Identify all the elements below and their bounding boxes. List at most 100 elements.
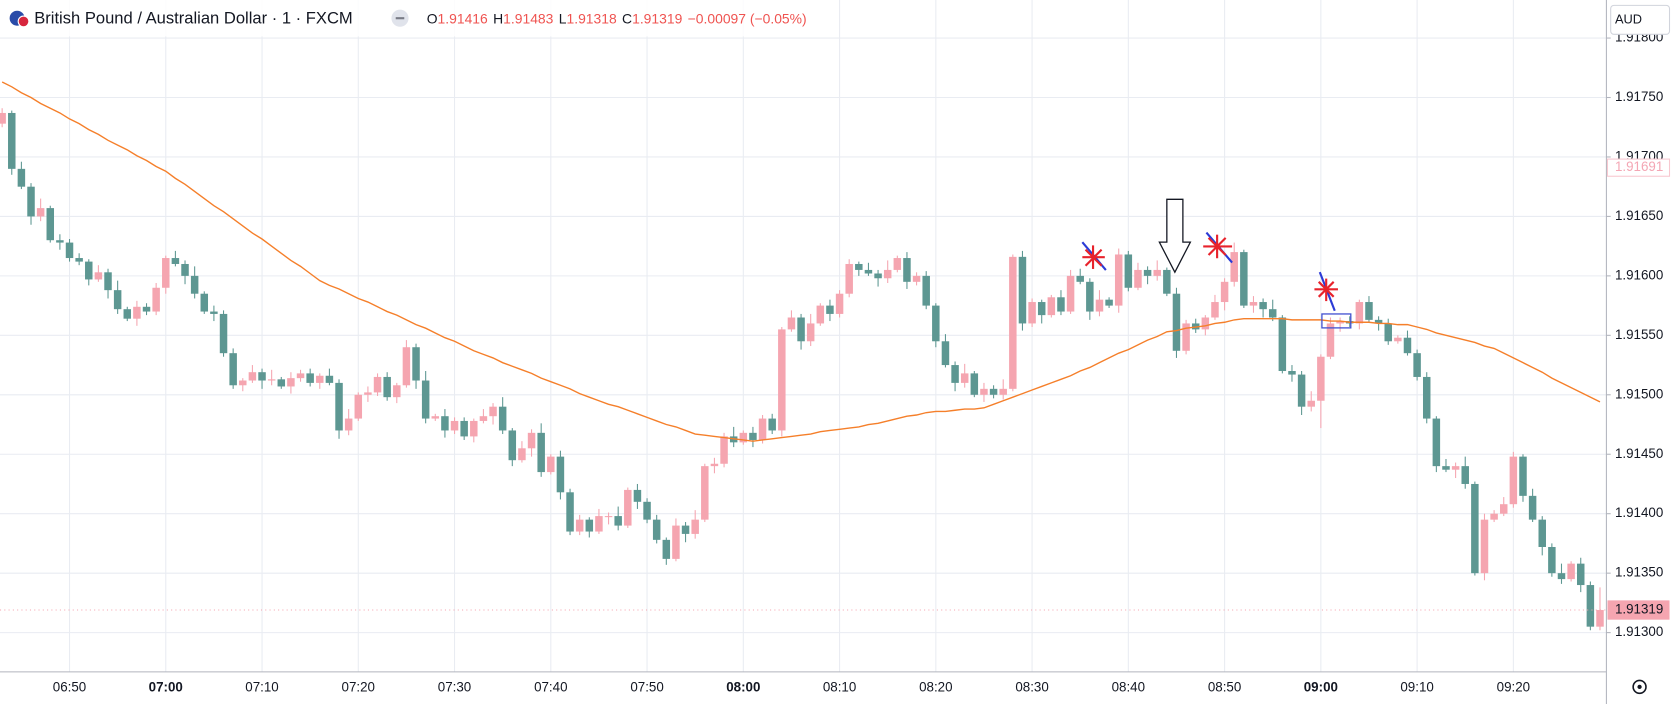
candle-body: [864, 269, 873, 274]
candle-body: [672, 525, 680, 559]
price-axis: 1.91300 1.91350 1.91400 1.91450 1.91500 1.915…: [1606, 30, 1671, 639]
candle-body: [1009, 256, 1017, 389]
candle-body: [922, 275, 930, 306]
candle-body: [1124, 254, 1133, 288]
candle-body: [248, 372, 257, 381]
candle-body: [258, 372, 266, 381]
candle-body: [325, 375, 334, 383]
candle-body: [498, 406, 507, 431]
candle-body: [720, 436, 728, 464]
candle-body: [1403, 337, 1412, 354]
candle-body: [1095, 299, 1104, 312]
candle-body: [316, 375, 324, 383]
candle-body: [1153, 269, 1161, 276]
y-tick-label: 1.91350: [1615, 565, 1663, 580]
candle-body: [1471, 483, 1479, 574]
candle-body: [1076, 275, 1084, 282]
candle-body: [1374, 319, 1383, 324]
y-tick-label: 1.91650: [1615, 208, 1663, 223]
candle-body: [123, 309, 132, 319]
candle-body: [1249, 302, 1258, 306]
price-marker-box: [1606, 158, 1671, 177]
candle-body: [287, 378, 295, 387]
gear-icon: [1637, 684, 1642, 689]
ohlc-value: 1.91319: [632, 10, 682, 26]
moving-average: [1, 81, 1601, 442]
candle-body: [460, 420, 468, 437]
candle-body: [162, 258, 170, 288]
candle-body: [1114, 254, 1123, 306]
candle-body: [1461, 466, 1469, 484]
candle-body: [893, 258, 902, 270]
candle-body: [643, 501, 651, 520]
y-tick-label: 1.91400: [1615, 505, 1663, 520]
candle-body: [816, 305, 825, 324]
candle-body: [1442, 466, 1450, 470]
x-tick-label: 06:50: [53, 679, 86, 694]
settings-button[interactable]: [1632, 679, 1647, 695]
star-marker: [1314, 278, 1338, 302]
candle-body: [710, 463, 719, 467]
candle-body: [604, 516, 613, 518]
highlight-box: [1321, 313, 1352, 329]
candle-body: [8, 112, 16, 169]
candle-body: [912, 275, 921, 282]
candle-body: [883, 269, 892, 279]
candle-body: [354, 394, 363, 419]
candle-body: [874, 273, 882, 279]
candle-body: [1336, 321, 1344, 324]
candle-body: [104, 272, 112, 291]
x-tick-label: 08:00: [726, 679, 760, 694]
x-tick-label: 08:30: [1015, 679, 1048, 694]
currency-button[interactable]: AUD: [1610, 4, 1671, 35]
candle-body: [239, 380, 247, 386]
candle-body: [537, 432, 545, 473]
plot-area: [0, 81, 1607, 631]
header: British Pound / Australian Dollar · 1 · …: [0, 0, 835, 37]
candle-body: [402, 347, 411, 386]
y-tick-label: 1.91550: [1615, 327, 1663, 342]
price-marker-label: 1.91691: [1615, 159, 1663, 174]
candle-body: [296, 373, 305, 379]
candle-body: [85, 261, 93, 280]
y-tick-label: 1.91500: [1615, 386, 1663, 401]
candle-body: [1326, 323, 1335, 357]
drawings: [1081, 198, 1352, 329]
candle-body: [1586, 585, 1595, 627]
x-tick-label: 08:50: [1208, 679, 1241, 694]
currency-box: [1610, 4, 1671, 35]
candle-body: [951, 365, 959, 383]
flag-icon: [17, 15, 30, 28]
candle-body: [701, 466, 709, 520]
candle-body: [1307, 400, 1315, 407]
candle-body: [941, 341, 950, 366]
candle-body: [1577, 563, 1585, 586]
candle-body: [932, 305, 940, 342]
ohlc-label: L: [559, 10, 567, 26]
candle-body: [903, 258, 911, 282]
candle-body: [1047, 297, 1056, 316]
candle-body: [1172, 293, 1181, 351]
candle-body: [171, 258, 180, 264]
candle-body: [1519, 456, 1527, 496]
candle-body: [980, 388, 988, 395]
candle-body: [479, 416, 488, 421]
star-marker: [1082, 245, 1105, 269]
candle-body: [94, 272, 103, 280]
y-tick-label: 1.91300: [1615, 624, 1663, 639]
candle-body: [36, 208, 45, 217]
ohlc-value: 1.91318: [566, 10, 616, 26]
x-tick-label: 08:10: [823, 679, 856, 694]
candle-body: [652, 519, 661, 540]
candle-body: [1057, 297, 1065, 312]
candle-body: [1394, 337, 1402, 342]
candle-body: [624, 489, 632, 526]
candle-body: [1355, 302, 1364, 324]
x-tick-label: 07:20: [342, 679, 375, 694]
symbol-title: British Pound / Australian Dollar · 1 · …: [34, 9, 352, 28]
x-tick-label: 07:40: [534, 679, 567, 694]
candle-body: [344, 418, 353, 431]
candle-body: [778, 329, 786, 431]
candle-body: [855, 263, 863, 270]
